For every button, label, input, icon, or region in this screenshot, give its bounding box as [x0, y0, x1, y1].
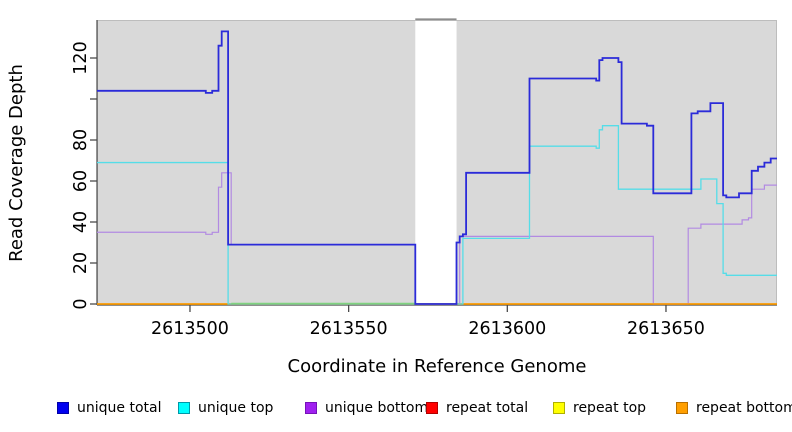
x-axis-title: Coordinate in Reference Genome	[288, 356, 587, 377]
x-tick-label: 2613500	[151, 319, 229, 339]
y-tick-label: 80	[71, 129, 91, 151]
legend-label: unique bottom	[325, 400, 429, 416]
series-unique-bottom	[97, 172, 777, 305]
x-tick-label: 2613650	[627, 319, 705, 339]
y-tick-label: 20	[71, 252, 91, 274]
legend: unique total unique top unique bottom repea…	[0, 398, 792, 424]
legend-swatch-unique-total	[57, 402, 69, 414]
legend-label: repeat bottom	[696, 400, 792, 416]
y-tick-label: 40	[71, 211, 91, 233]
legend-swatch-unique-bottom	[305, 402, 317, 414]
legend-item-unique-total: unique total	[57, 398, 161, 418]
y-tick-label: 0	[71, 298, 91, 309]
legend-swatch-repeat-top	[553, 402, 565, 414]
legend-swatch-repeat-total	[426, 402, 438, 414]
legend-item-repeat-bottom: repeat bottom	[676, 398, 792, 418]
y-axis-title: Read Coverage Depth	[6, 64, 27, 262]
legend-item-unique-bottom: unique bottom	[305, 398, 428, 418]
series-unique-top	[97, 125, 777, 305]
legend-item-unique-top: unique top	[178, 398, 273, 418]
legend-label: repeat total	[446, 400, 529, 416]
legend-item-repeat-top: repeat top	[553, 398, 646, 418]
legend-swatch-unique-top	[178, 402, 190, 414]
x-tick-label: 2613550	[310, 319, 388, 339]
no-data-band	[415, 14, 457, 305]
legend-label: unique total	[77, 400, 162, 416]
legend-item-repeat-total: repeat total	[426, 398, 528, 418]
chart-layers: 2613500 2613550 2613600 2613650 0 20 40 60 80 120	[71, 14, 777, 339]
y-tick-label: 60	[71, 170, 91, 192]
x-tick-label: 2613600	[468, 319, 546, 339]
series-unique-total	[97, 30, 777, 305]
legend-label: unique top	[198, 400, 274, 416]
legend-swatch-repeat-bottom	[676, 402, 688, 414]
legend-label: repeat top	[573, 400, 647, 416]
y-tick-label: 120	[71, 41, 91, 74]
